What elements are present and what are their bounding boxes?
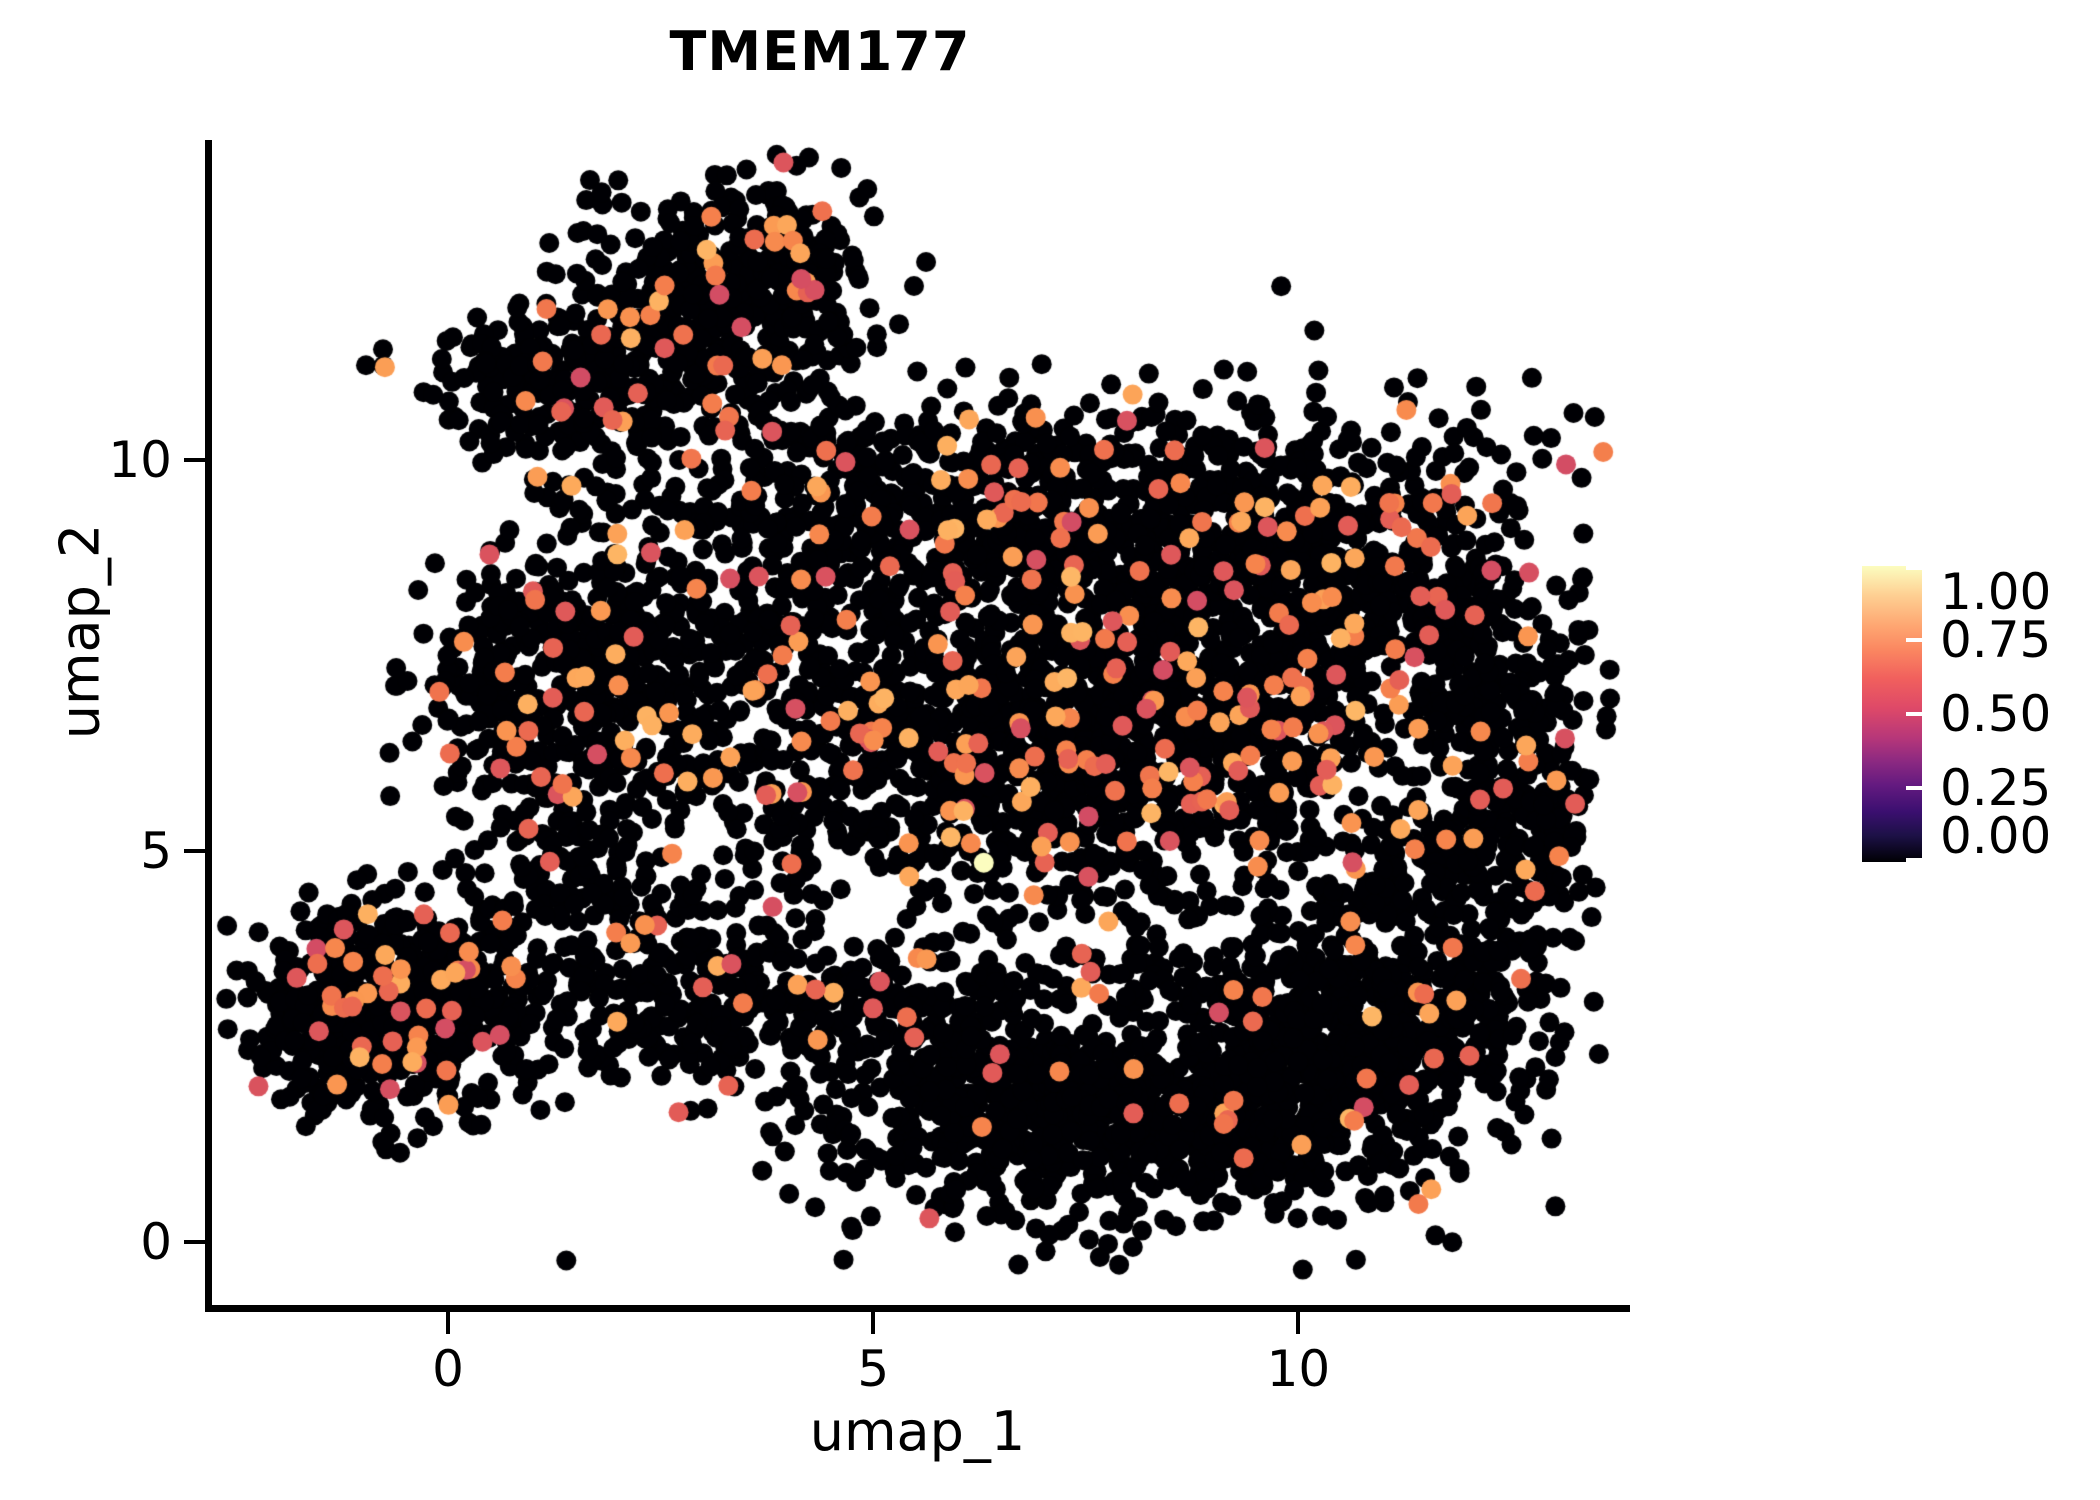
plot-area — [210, 140, 1630, 1312]
y-tick-label: 5 — [140, 822, 172, 880]
colorbar-tick — [1906, 712, 1924, 716]
page-title: TMEM177 — [669, 20, 971, 83]
colorbar-tick — [1906, 638, 1924, 642]
x-tick-label: 5 — [857, 1340, 890, 1398]
colorbar-tick-label: 0.00 — [1940, 807, 2052, 865]
colorbar-tick-label: 0.75 — [1940, 611, 2052, 669]
colorbar — [1862, 566, 1924, 862]
colorbar-tick-label: 0.50 — [1940, 685, 2052, 743]
y-tick-mark — [184, 458, 206, 463]
x-tick-label: 0 — [432, 1340, 464, 1398]
colorbar-tick — [1906, 566, 1924, 570]
y-tick-mark — [184, 849, 206, 853]
colorbar-tick — [1906, 786, 1924, 790]
colorbar-tick-label: 1.00 — [1940, 563, 2052, 621]
y-axis-label: umap_2 — [48, 523, 112, 740]
x-tick-mark — [871, 1312, 876, 1334]
x-tick-label: 10 — [1266, 1340, 1331, 1398]
x-axis-label: umap_1 — [809, 1400, 1026, 1463]
y-tick-label: 10 — [108, 431, 172, 490]
y-tick-label: 0 — [140, 1212, 172, 1271]
scatter-plot-canvas — [210, 140, 1630, 1312]
colorbar-tick — [1906, 858, 1924, 862]
y-tick-mark — [184, 1239, 206, 1244]
x-tick-mark — [1296, 1312, 1301, 1334]
colorbar-tick-label: 0.25 — [1940, 759, 2052, 817]
y-axis-spine — [205, 140, 212, 1312]
x-tick-mark — [446, 1312, 451, 1334]
